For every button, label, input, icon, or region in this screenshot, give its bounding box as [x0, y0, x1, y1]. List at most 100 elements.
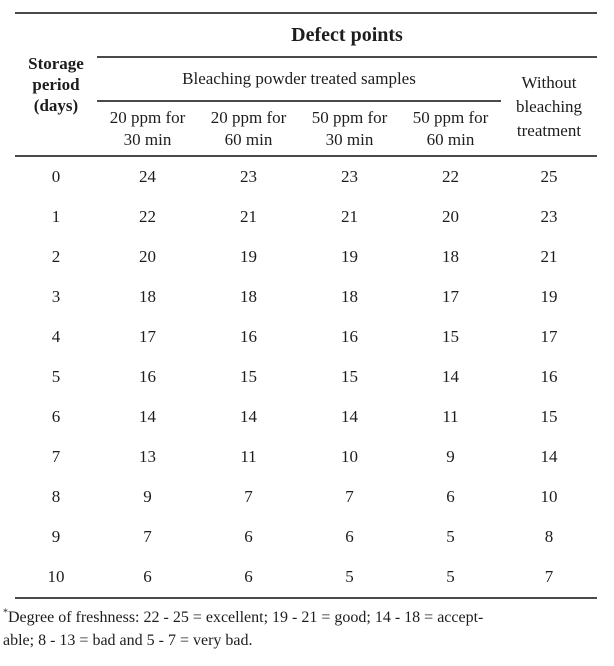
value-cell-50ppm-60min: 14: [442, 367, 459, 386]
value-cell-50ppm-60min: 17: [442, 287, 459, 306]
value-cell-50ppm-30min: 16: [341, 327, 358, 346]
value-cell-20ppm-30min: 17: [139, 327, 156, 346]
bleach-group-rule: [97, 100, 501, 102]
value-cell-20ppm-30min: 20: [139, 247, 156, 266]
table-row: 1 22 21 21 20 23: [15, 197, 597, 237]
value-cell-20ppm-60min: 18: [240, 287, 257, 306]
header-bottom-rule: [15, 155, 597, 157]
value-cell-50ppm-30min: 21: [341, 207, 358, 226]
defect-points-title: Defect points: [291, 23, 403, 46]
defect-points-table-figure: Storage period (days) Defect points Blea…: [3, 12, 609, 652]
table-bottom-rule: [15, 597, 597, 599]
value-cell-50ppm-60min: 11: [442, 407, 459, 426]
table-row: 10 6 6 5 5 7: [15, 557, 597, 597]
value-cell-50ppm-60min: 6: [446, 487, 455, 506]
value-cell-50ppm-30min: 10: [341, 447, 358, 466]
value-cell-50ppm-60min: 22: [442, 167, 459, 186]
table-row: 0 24 23 23 22 25: [15, 157, 597, 197]
value-cell-50ppm-30min: 23: [341, 167, 358, 186]
value-cell-20ppm-30min: 24: [139, 167, 156, 186]
storage-day-cell: 6: [51, 407, 61, 426]
storage-day-cell: 8: [51, 487, 61, 506]
value-cell-without-bleaching: 15: [540, 407, 558, 426]
value-cell-50ppm-60min: 15: [442, 327, 459, 346]
col-header-line1: 20 ppm for: [210, 107, 287, 127]
value-cell-without-bleaching: 19: [540, 287, 558, 306]
table-row: 7 13 11 10 9 14: [15, 437, 597, 477]
value-cell-without-bleaching: 21: [540, 247, 558, 266]
value-cell-without-bleaching: 23: [540, 207, 558, 226]
value-cell-20ppm-60min: 6: [244, 567, 253, 586]
value-cell-50ppm-30min: 19: [341, 247, 358, 266]
storage-period-header: Storage period (days): [15, 14, 97, 155]
storage-header-line2: period: [32, 75, 80, 94]
value-cell-20ppm-60min: 11: [240, 447, 257, 466]
value-cell-20ppm-30min: 7: [143, 527, 152, 546]
without-header-line3: treatment: [516, 120, 582, 140]
value-cell-20ppm-60min: 23: [240, 167, 257, 186]
table-row: 6 14 14 14 11 15: [15, 397, 597, 437]
value-cell-50ppm-30min: 18: [341, 287, 358, 306]
defect-points-header-region: Defect points Bleaching powder treated s…: [97, 14, 597, 155]
bleach-group-header: Bleaching powder treated samples: [182, 69, 416, 88]
col-header-line1: 20 ppm for: [109, 107, 186, 127]
table-top-rule: [15, 12, 597, 14]
value-cell-20ppm-30min: 6: [143, 567, 152, 586]
value-cell-50ppm-60min: 5: [446, 567, 455, 586]
footnote-marker: *: [3, 607, 8, 619]
storage-day-cell: 0: [51, 167, 61, 186]
table-row: 5 16 15 15 14 16: [15, 357, 597, 397]
value-cell-20ppm-30min: 9: [143, 487, 152, 506]
table-row: 3 18 18 18 17 19: [15, 277, 597, 317]
value-cell-without-bleaching: 10: [540, 487, 558, 506]
value-cell-without-bleaching: 25: [540, 167, 558, 186]
table-header: Storage period (days) Defect points Blea…: [15, 14, 597, 155]
value-cell-50ppm-30min: 15: [341, 367, 358, 386]
value-cell-without-bleaching: 7: [544, 567, 554, 586]
value-cell-50ppm-60min: 5: [446, 527, 455, 546]
data-table: Storage period (days) Defect points Blea…: [15, 12, 597, 599]
storage-day-cell: 10: [47, 567, 65, 586]
value-cell-20ppm-30min: 13: [139, 447, 156, 466]
table-row: 2 20 19 19 18 21: [15, 237, 597, 277]
value-cell-20ppm-30min: 22: [139, 207, 156, 226]
value-cell-20ppm-60min: 16: [240, 327, 257, 346]
value-cell-20ppm-30min: 16: [139, 367, 156, 386]
col-header-20ppm-60min: 20 ppm for 60 min: [198, 102, 299, 155]
value-cell-20ppm-60min: 14: [240, 407, 257, 426]
value-cell-20ppm-60min: 7: [244, 487, 253, 506]
col-header-line2: 30 min: [123, 129, 172, 149]
value-cell-without-bleaching: 16: [540, 367, 558, 386]
value-cell-20ppm-30min: 14: [139, 407, 156, 426]
value-cell-without-bleaching: 14: [540, 447, 558, 466]
value-cell-20ppm-60min: 19: [240, 247, 257, 266]
without-header-line1: Without: [521, 72, 577, 92]
without-header-line2: bleaching: [515, 96, 583, 116]
value-cell-50ppm-60min: 9: [446, 447, 455, 466]
footnote-line1: Degree of freshness: 22 - 25 = excellent…: [8, 609, 484, 626]
value-cell-without-bleaching: 17: [540, 327, 558, 346]
col-header-line1: 50 ppm for: [311, 107, 388, 127]
storage-day-cell: 1: [51, 207, 61, 226]
value-cell-20ppm-60min: 15: [240, 367, 257, 386]
value-cell-50ppm-30min: 14: [341, 407, 358, 426]
value-cell-20ppm-30min: 18: [139, 287, 156, 306]
table-row: 4 17 16 16 15 17: [15, 317, 597, 357]
storage-day-cell: 7: [51, 447, 61, 466]
value-cell-20ppm-60min: 6: [244, 527, 253, 546]
treatment-header-region: Bleaching powder treated samples 20 ppm …: [97, 58, 597, 155]
value-cell-50ppm-30min: 6: [345, 527, 354, 546]
value-cell-20ppm-60min: 21: [240, 207, 257, 226]
table-footnote: *Degree of freshness: 22 - 25 = excellen…: [3, 606, 609, 652]
table-body: 0 24 23 23 22 25 1 22 21 21 20 23 2 20 1…: [15, 157, 597, 597]
col-header-line2: 30 min: [325, 129, 374, 149]
value-cell-50ppm-60min: 20: [442, 207, 459, 226]
without-treatment-header: Without bleaching treatment: [501, 58, 597, 155]
col-header-line2: 60 min: [224, 129, 273, 149]
value-cell-50ppm-30min: 7: [345, 487, 354, 506]
value-cell-50ppm-30min: 5: [345, 567, 354, 586]
storage-header-line3: (days): [33, 96, 79, 115]
storage-header-line1: Storage: [28, 54, 84, 73]
value-cell-50ppm-60min: 18: [442, 247, 459, 266]
col-header-50ppm-60min: 50 ppm for 60 min: [400, 102, 501, 155]
